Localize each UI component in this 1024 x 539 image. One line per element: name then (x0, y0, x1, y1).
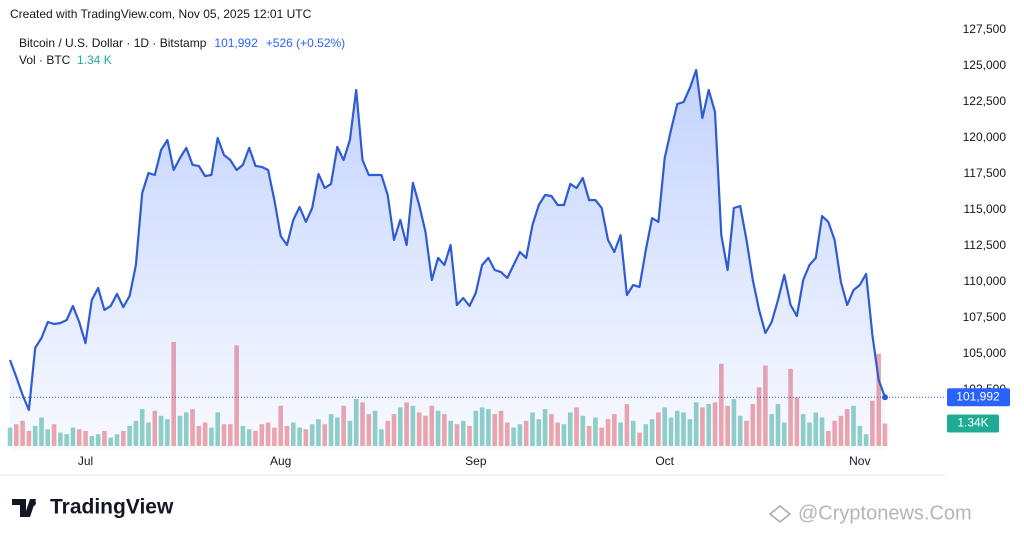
y-tick-label: 120,000 (963, 130, 1007, 144)
price-line (8, 68, 887, 412)
legend-change: +526 (+0.52%) (266, 36, 345, 50)
price-area (10, 70, 885, 450)
chart-title: Bitcoin / U.S. Dollar · 1D · Bitstamp (19, 36, 207, 50)
volume-tag-label: 1.34K (957, 416, 988, 430)
logo-text: TradingView (50, 496, 174, 519)
volume-tag (947, 414, 999, 433)
price-tag-label: 101,992 (956, 389, 1000, 403)
x-tick-label: Jul (78, 454, 93, 468)
y-tick-label: 117,500 (964, 166, 1007, 180)
y-tick-label: 127,500 (963, 22, 1007, 36)
tradingview-logo: TradingView (12, 496, 174, 519)
x-tick-label: Oct (655, 454, 674, 468)
x-tick-label: Nov (849, 454, 870, 468)
x-tick-label: Sep (465, 454, 487, 468)
x-tick-label: Aug (270, 454, 291, 468)
y-tick-label: 112,500 (964, 238, 1007, 252)
y-tick-label: 125,000 (963, 58, 1007, 72)
last-price-dot (882, 394, 888, 401)
y-tick-label: 115,000 (964, 202, 1007, 216)
price-tag (947, 388, 1010, 407)
watermark-text: @Cryptonews.Com (798, 502, 972, 524)
y-tick-label: 107,500 (963, 310, 1007, 324)
volume-legend-name: Vol · BTC (19, 53, 71, 67)
y-tick-label: 105,000 (963, 346, 1007, 360)
volume-legend-value: 1.34 K (77, 53, 112, 67)
plot-area (7, 68, 888, 450)
legend-price: 101,992 (214, 36, 258, 50)
y-tick-label: 122,500 (963, 94, 1007, 108)
watermark: @Cryptonews.Com (768, 502, 972, 524)
created-note: Created with TradingView.com, Nov 05, 20… (10, 7, 312, 21)
y-tick-label: 110,000 (964, 274, 1007, 288)
